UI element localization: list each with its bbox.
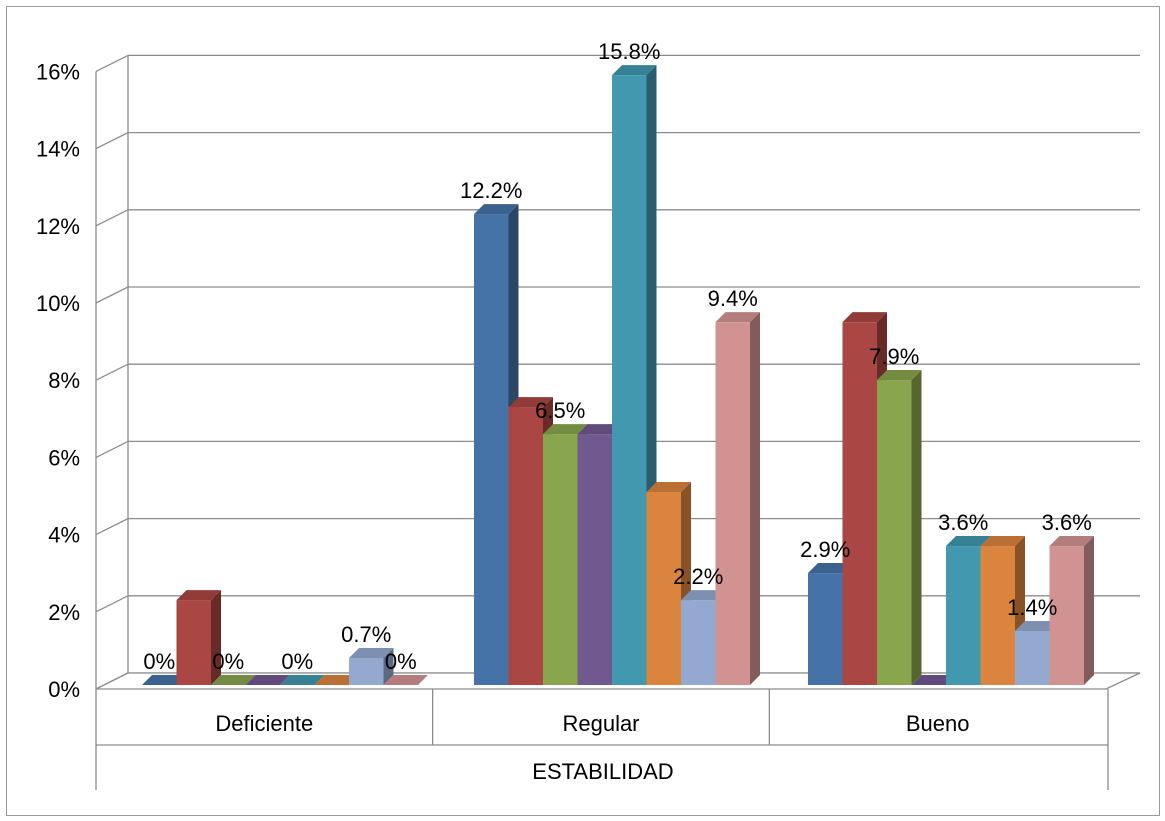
- bar-2-1: [842, 322, 877, 685]
- bar-2-2: [877, 380, 912, 685]
- y-tick-label-2: 4%: [48, 523, 80, 548]
- data-label-8: 2.2%: [673, 564, 723, 589]
- bar-top-1-7: [715, 312, 760, 323]
- y-tick-label-8: 16%: [36, 59, 80, 84]
- bar-top-2-7: [1049, 536, 1094, 547]
- bar-top-1-0: [474, 204, 519, 215]
- bar-1-3: [577, 434, 612, 685]
- bar-top-2-3: [911, 675, 956, 685]
- bar-2-5: [980, 546, 1015, 685]
- bar-top-2-4: [946, 536, 991, 547]
- bar-top-0-3: [245, 675, 290, 685]
- gridline-depth-6: [95, 209, 129, 227]
- data-label-2: 0%: [281, 649, 313, 674]
- data-label-10: 2.9%: [800, 537, 850, 562]
- gridline-depth-2: [95, 518, 129, 536]
- bar-top-0-5: [314, 675, 359, 685]
- y-tick-label-0: 0%: [48, 677, 80, 702]
- data-label-11: 7.9%: [869, 344, 919, 369]
- gridline-depth-1: [95, 595, 129, 613]
- bar-top-2-1: [842, 312, 887, 323]
- category-label-0: Deficiente: [215, 711, 313, 736]
- data-label-6: 6.5%: [535, 398, 585, 423]
- data-label-9: 9.4%: [708, 286, 758, 311]
- bar-1-2: [543, 434, 578, 685]
- bar-1-5: [646, 492, 681, 685]
- bar-1-4: [612, 75, 647, 686]
- gridline-depth-8: [95, 54, 129, 72]
- data-label-0: 0%: [143, 649, 175, 674]
- bar-2-7: [1049, 546, 1084, 685]
- category-label-1: Regular: [562, 711, 639, 736]
- bar-top-2-0: [808, 563, 853, 574]
- bar-2-0: [808, 573, 843, 685]
- y-tick-label-4: 8%: [48, 368, 80, 393]
- bar-top-1-1: [508, 397, 553, 408]
- y-tick-label-7: 14%: [36, 137, 80, 162]
- bar-top-2-6: [1015, 620, 1060, 631]
- gridline-depth-5: [95, 286, 129, 304]
- category-label-2: Bueno: [906, 711, 970, 736]
- bar-top-0-4: [280, 675, 325, 685]
- data-label-4: 0%: [385, 649, 417, 674]
- bar-top-2-2: [877, 370, 922, 381]
- bar-side-2-7: [1084, 536, 1094, 685]
- bar-1-1: [508, 407, 543, 685]
- bar-2-4: [946, 546, 981, 685]
- bar-0-6: [349, 657, 384, 685]
- gridline-depth-4: [95, 363, 129, 381]
- data-label-13: 1.4%: [1007, 595, 1057, 620]
- y-tick-label-5: 10%: [36, 291, 80, 316]
- y-tick-label-1: 2%: [48, 600, 80, 625]
- bar-top-0-2: [211, 675, 256, 685]
- x-axis-title: ESTABILIDAD: [532, 759, 673, 784]
- data-label-3: 0.7%: [341, 622, 391, 647]
- bar-side-2-2: [911, 370, 922, 685]
- bar-side-0-6: [383, 647, 394, 685]
- gridline-depth-3: [95, 440, 129, 458]
- data-label-5: 12.2%: [460, 178, 522, 203]
- bar-top-0-7: [383, 675, 428, 685]
- data-label-1: 0%: [212, 649, 244, 674]
- bar-top-2-5: [980, 536, 1025, 547]
- y-tick-label-3: 6%: [48, 445, 80, 470]
- data-label-14: 3.6%: [1042, 510, 1092, 535]
- bar-top-1-3: [577, 424, 622, 435]
- bar-top-1-6: [681, 590, 726, 601]
- bar-1-0: [474, 214, 509, 685]
- bar-1-6: [681, 600, 716, 685]
- bar-top-0-6: [349, 647, 394, 658]
- bar-2-6: [1015, 630, 1050, 685]
- bar-top-0-0: [142, 675, 187, 685]
- data-label-7: 15.8%: [598, 39, 660, 64]
- y-tick-label-6: 12%: [36, 214, 80, 239]
- gridline-depth-7: [95, 132, 129, 150]
- bar-top-1-5: [646, 482, 691, 492]
- bar-0-1: [176, 600, 211, 685]
- bar-1-7: [715, 322, 750, 685]
- bar-top-0-1: [176, 590, 221, 601]
- data-label-12: 3.6%: [938, 510, 988, 535]
- bar-top-1-2: [543, 424, 588, 435]
- bar-side-0-1: [211, 590, 221, 685]
- bar-side-1-7: [750, 312, 760, 685]
- bar-top-1-4: [612, 65, 657, 76]
